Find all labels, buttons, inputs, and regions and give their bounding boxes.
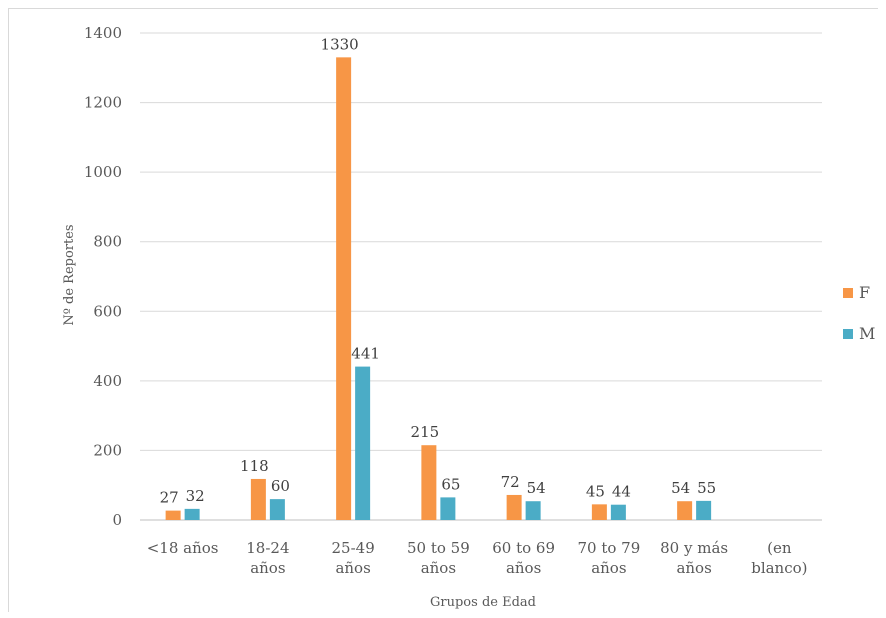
x-category-label: 70 to 79 años [577,539,640,577]
bar-f [250,478,266,520]
bar-m [525,501,541,520]
data-label: 441 [351,345,380,363]
x-axis-categories: <18 años 18-24 años 25-49 años 50 to 59 años 60… [147,539,808,577]
data-label: 54 [527,479,546,497]
y-tick-label: 1400 [84,24,122,42]
data-label: 60 [271,477,290,495]
gridlines [140,32,822,521]
bar-m [610,504,626,520]
legend-swatch [843,288,853,298]
bar-m [269,499,285,520]
data-label: 32 [186,487,205,505]
data-label: 1330 [321,35,359,53]
x-category-label: 60 to 69 años [492,539,555,577]
bars [165,57,712,520]
legend-swatch [843,329,853,339]
x-category-label: 80 y más años [660,539,728,577]
data-label: 72 [501,473,520,491]
data-label: 55 [697,479,716,497]
legend-label: M [859,324,875,343]
bar-m [440,497,456,520]
data-label: 118 [240,457,269,475]
x-axis-title: Grupos de Edad [430,595,536,610]
data-label: 27 [160,489,179,507]
data-label: 45 [586,482,605,500]
bar-f [591,504,607,520]
y-axis-title: Nº de Reportes [62,224,77,325]
data-label: 215 [411,423,440,441]
bar-f [677,501,693,520]
data-label: 54 [671,479,690,497]
y-tick-label: 600 [93,302,122,320]
y-tick-label: 0 [112,511,122,529]
bar-f [421,445,437,520]
y-tick-label: 200 [93,441,122,459]
data-label: 65 [441,475,460,493]
y-tick-label: 400 [93,372,122,390]
y-tick-label: 1000 [84,163,122,181]
bar-m [355,366,371,520]
data-label: 44 [612,483,631,501]
bar-m [184,508,200,520]
bar-f [165,510,181,520]
bar-f [336,57,352,520]
chart-frame [8,8,878,612]
x-category-label: 25-49 años [332,539,375,577]
y-tick-label: 800 [93,233,122,251]
x-category-label: <18 años [147,539,219,557]
x-category-label: 18-24 años [246,539,289,577]
legend: FM [843,283,875,343]
y-axis-ticks: 0 200 400 600 800 1000 1200 1400 [84,24,122,529]
legend-label: F [859,283,870,302]
x-category-label: (en blanco) [751,539,807,577]
bar-f [506,494,522,520]
x-category-label: 50 to 59 años [407,539,470,577]
y-tick-label: 1200 [84,94,122,112]
bar-m [696,500,712,520]
